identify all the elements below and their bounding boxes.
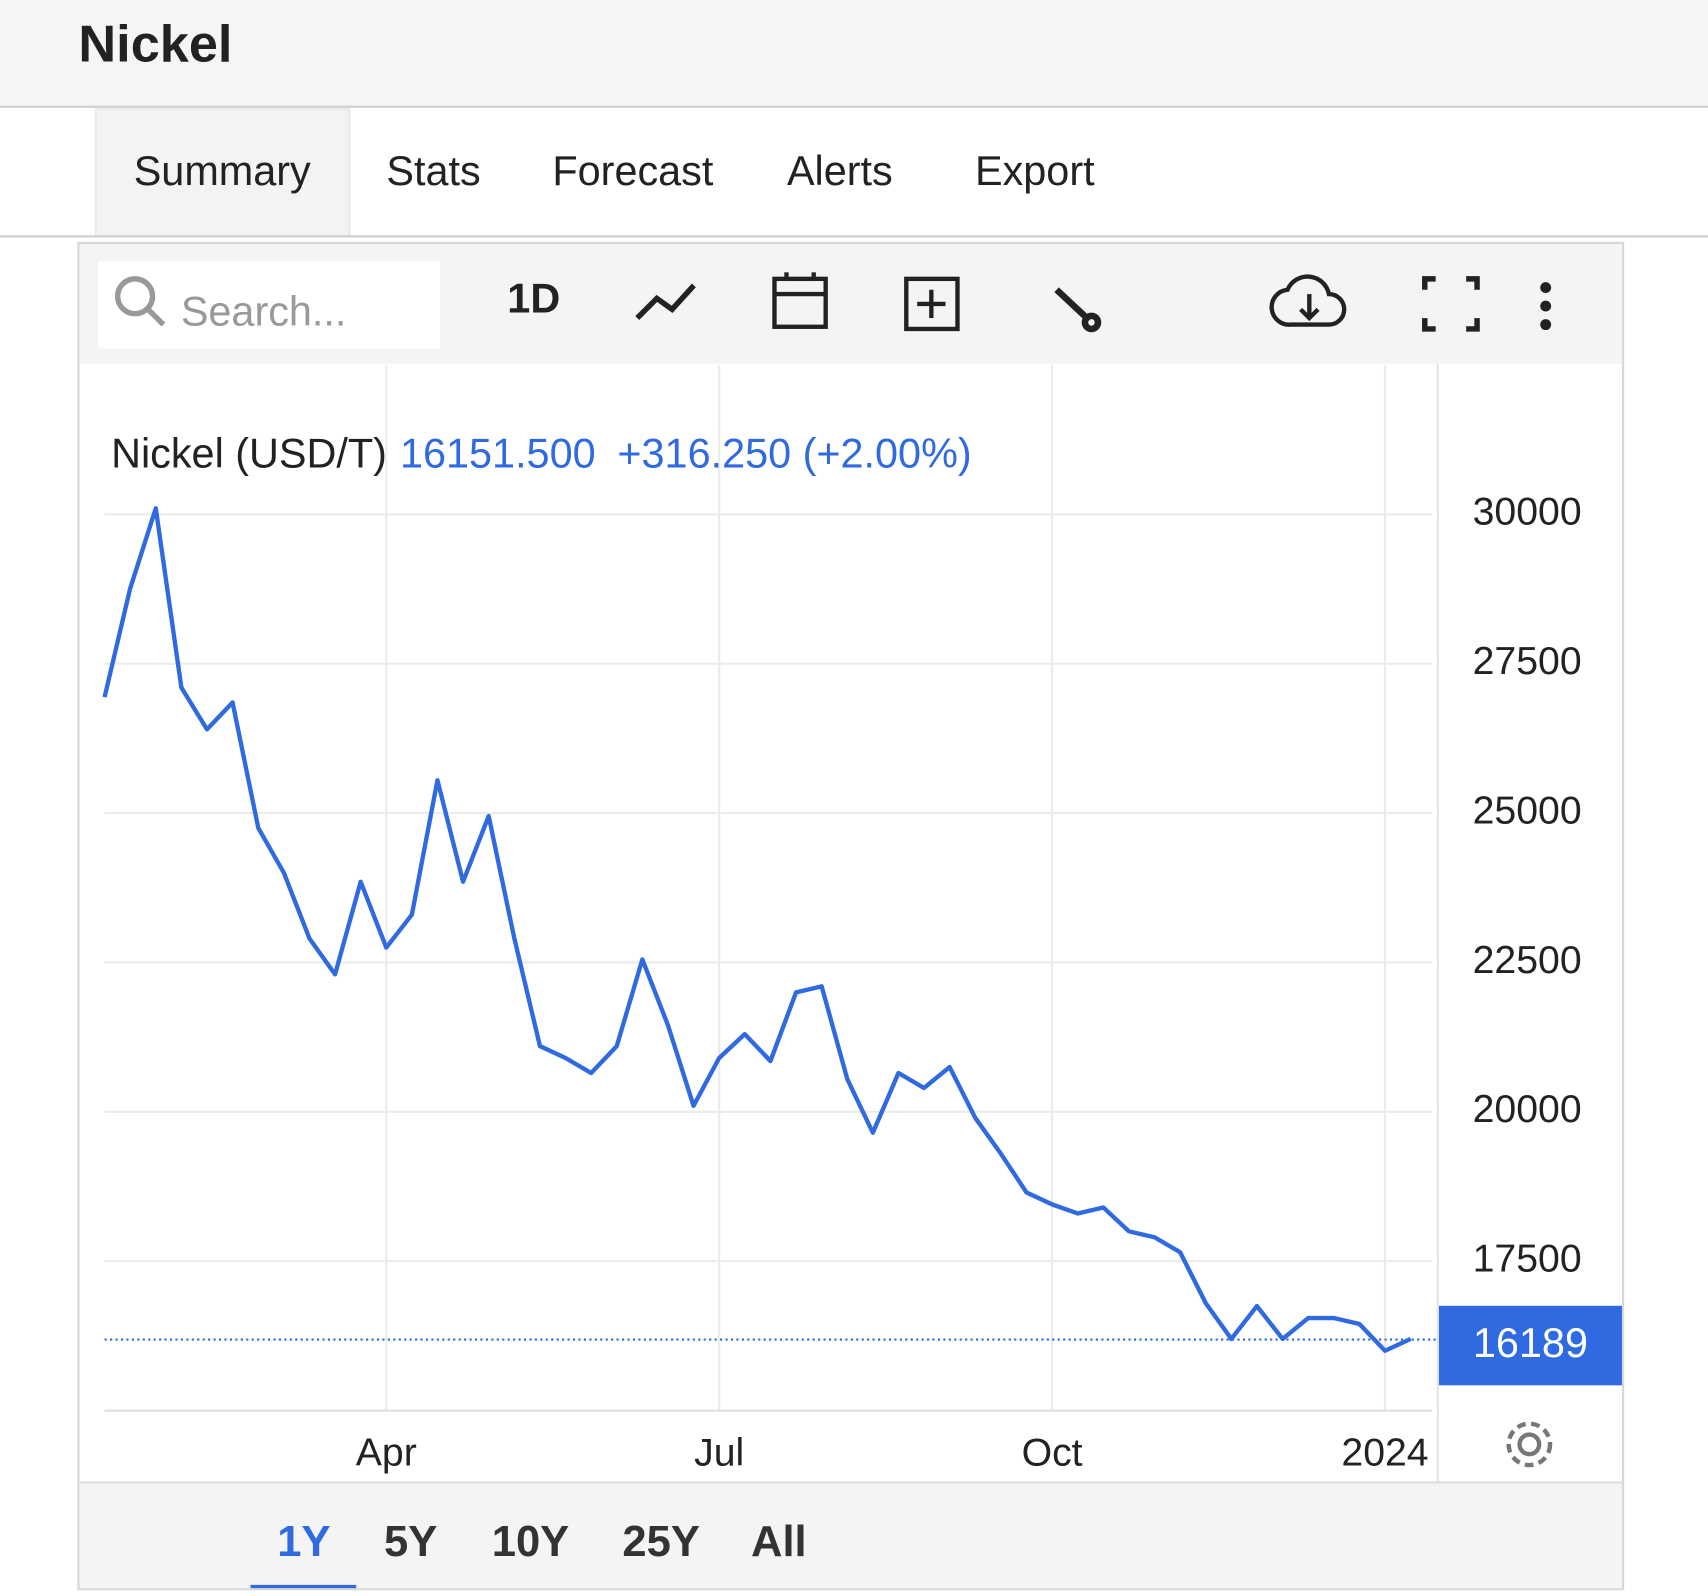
range-button[interactable]: 5Y: [384, 1518, 437, 1566]
tab[interactable]: Stats: [386, 148, 480, 194]
y-tick-label: 20000: [1473, 1088, 1582, 1131]
download-icon[interactable]: [1269, 274, 1347, 327]
legend-text: Nickel (USD/T): [111, 430, 387, 476]
tab[interactable]: Export: [975, 148, 1095, 194]
last-price-label: 16189: [1473, 1320, 1588, 1366]
legend: Nickel (USD/T) 16151.500 +316.250 (+2.00%): [111, 430, 972, 476]
range-button[interactable]: 10Y: [492, 1518, 570, 1566]
y-tick-label: 17500: [1473, 1238, 1582, 1281]
range-underline: [250, 1584, 357, 1589]
search-icon: [114, 276, 166, 327]
x-tick-label: Jul: [694, 1432, 744, 1475]
search-placeholder[interactable]: Search...: [181, 289, 347, 335]
range-button[interactable]: All: [751, 1518, 807, 1566]
gear-icon[interactable]: [1506, 1421, 1553, 1468]
settings-wrench-icon[interactable]: [1054, 287, 1102, 333]
x-tick-label: Oct: [1022, 1432, 1083, 1475]
tab[interactable]: Forecast: [552, 148, 713, 194]
y-tick-label: 30000: [1473, 491, 1582, 534]
tab[interactable]: Summary: [134, 148, 311, 194]
calendar-icon[interactable]: [772, 272, 828, 329]
last-price-tag: [1438, 1305, 1622, 1386]
y-tick-label: 25000: [1473, 789, 1582, 832]
page-title: Nickel: [78, 16, 232, 74]
y-tick-label: 27500: [1473, 640, 1582, 683]
y-tick-label: 22500: [1473, 939, 1582, 982]
chart-type-icon[interactable]: [635, 283, 696, 320]
range-button[interactable]: 25Y: [622, 1518, 700, 1566]
x-tick-label: Apr: [356, 1432, 417, 1475]
chart-widget: [77, 241, 1625, 1591]
header-bar: [0, 0, 1708, 107]
range-button[interactable]: 1Y: [277, 1518, 330, 1566]
more-menu-icon[interactable]: [1540, 282, 1552, 331]
search-box[interactable]: [98, 261, 441, 349]
price-line: [102, 506, 1412, 1353]
tab[interactable]: Alerts: [787, 148, 893, 194]
x-tick-label: 2024: [1341, 1432, 1428, 1475]
legend-text: +316.250 (+2.00%): [617, 430, 971, 476]
legend-text: 16151.500: [400, 430, 596, 476]
add-indicator-icon[interactable]: [904, 276, 960, 332]
range-bar: [79, 1483, 1622, 1589]
interval-button[interactable]: 1D: [507, 276, 560, 322]
fullscreen-icon[interactable]: [1422, 276, 1480, 332]
